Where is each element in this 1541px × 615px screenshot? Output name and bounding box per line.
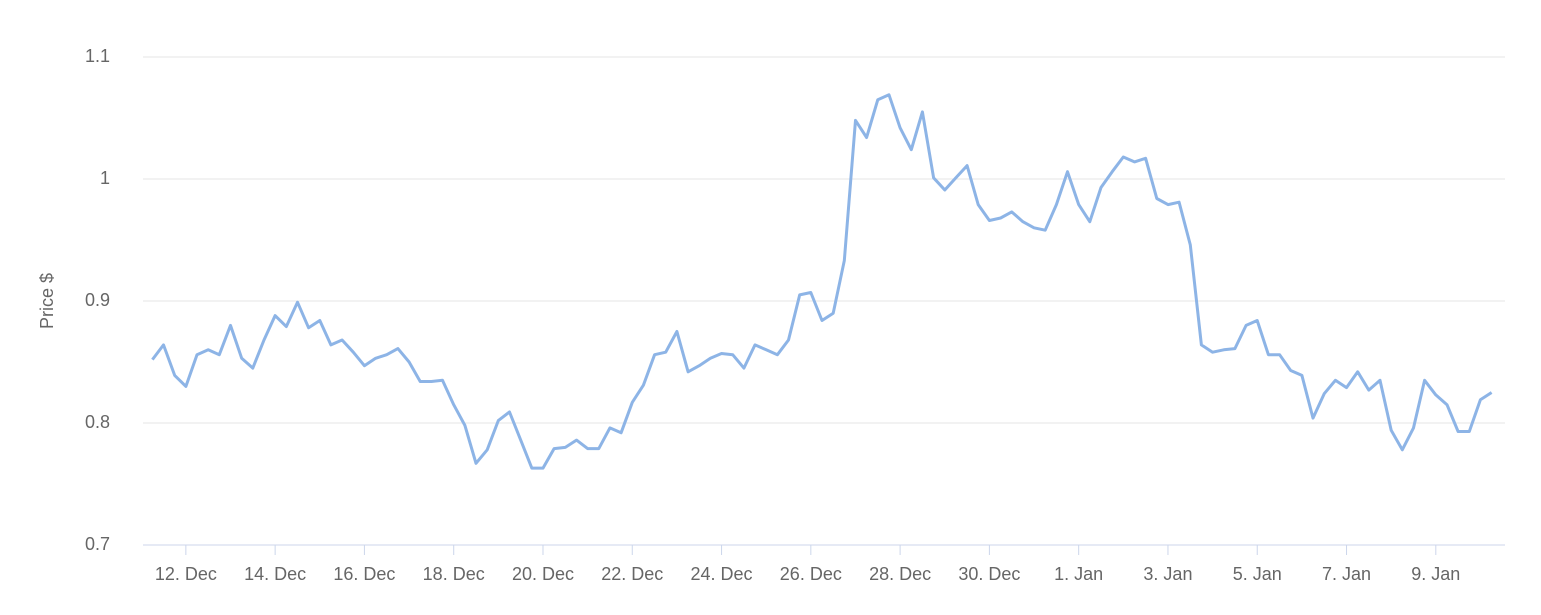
y-tick-label: 0.9 [85, 290, 110, 310]
x-tick-label: 16. Dec [333, 564, 395, 584]
y-tick-label: 0.7 [85, 534, 110, 554]
x-tick-label: 26. Dec [780, 564, 842, 584]
x-tick-label: 22. Dec [601, 564, 663, 584]
x-tick-label: 9. Jan [1411, 564, 1460, 584]
x-tick-label: 20. Dec [512, 564, 574, 584]
y-axis-title: Price $ [37, 273, 57, 329]
x-tick-label: 24. Dec [691, 564, 753, 584]
x-tick-label: 14. Dec [244, 564, 306, 584]
x-tick-label: 30. Dec [958, 564, 1020, 584]
x-tick-label: 12. Dec [155, 564, 217, 584]
x-tick-label: 18. Dec [423, 564, 485, 584]
y-tick-label: 1 [100, 168, 110, 188]
x-tick-label: 5. Jan [1233, 564, 1282, 584]
y-tick-label: 0.8 [85, 412, 110, 432]
x-tick-label: 1. Jan [1054, 564, 1103, 584]
x-tick-label: 7. Jan [1322, 564, 1371, 584]
x-tick-label: 28. Dec [869, 564, 931, 584]
price-line [151, 93, 1493, 470]
y-tick-label: 1.1 [85, 46, 110, 66]
x-tick-label: 3. Jan [1143, 564, 1192, 584]
